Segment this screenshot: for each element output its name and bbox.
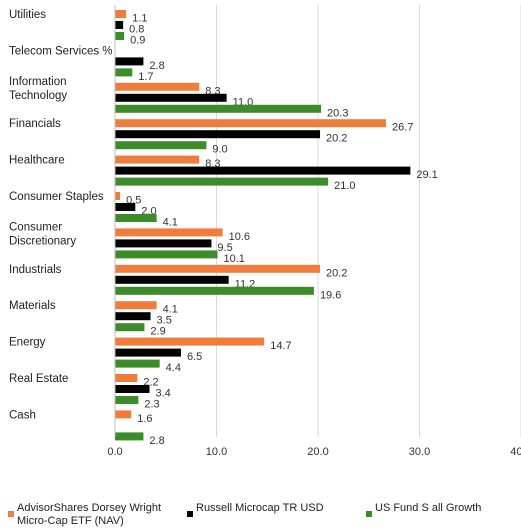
category-label: Consumer Discretionary: [9, 221, 76, 247]
data-label: 19.6: [320, 289, 341, 301]
bar: [115, 82, 200, 91]
data-label: 1.1: [132, 13, 147, 25]
x-tick-label: 20.0: [307, 446, 328, 458]
category-label: Industrials: [9, 264, 62, 276]
bar: [115, 348, 181, 357]
bar: [115, 141, 207, 150]
data-label: 3.5: [157, 315, 172, 327]
bar: [115, 323, 145, 332]
data-label: 20.3: [327, 107, 348, 119]
category-label: Energy: [9, 337, 46, 349]
category-label: Information Technology: [9, 76, 67, 102]
bar: [115, 374, 138, 382]
data-label: 4.1: [163, 304, 178, 316]
bar: [115, 228, 223, 237]
data-label: 14.7: [270, 340, 291, 352]
category-label: Telecom Services %: [9, 45, 113, 57]
legend-swatch-advisorshares: [8, 511, 14, 517]
data-label: 10.6: [229, 231, 250, 243]
bar: [115, 93, 227, 102]
legend-label: AdvisorShares Dorsey Wright Micro-Cap ET…: [17, 502, 162, 527]
data-label: 9.5: [217, 242, 232, 254]
data-label: 2.3: [144, 399, 159, 411]
legend-swatch-us-fund: [366, 511, 372, 517]
category-label: Healthcare: [9, 155, 65, 167]
data-label: 0.8: [129, 24, 144, 36]
data-label: 20.2: [326, 267, 347, 279]
bar: [115, 337, 265, 346]
bar: [115, 286, 314, 295]
bar: [115, 177, 329, 186]
bar: [115, 155, 200, 164]
data-label: 4.1: [163, 217, 178, 229]
data-label: 2.8: [149, 435, 164, 447]
data-label: 26.7: [392, 122, 413, 134]
bar: [115, 203, 136, 211]
bar: [115, 264, 321, 273]
bar: [115, 130, 321, 139]
data-label: 2.8: [149, 60, 164, 72]
bar: [115, 192, 121, 200]
legend-item-russell: Russell Microcap TR USD: [187, 502, 324, 517]
bar: [115, 57, 144, 66]
legend-swatch-russell: [187, 511, 193, 517]
bar: [115, 250, 218, 259]
legend-label: Russell Microcap TR USD: [196, 502, 324, 514]
legend-label: US Fund S all Growth: [375, 502, 482, 514]
bar: [115, 21, 124, 29]
bar: [115, 239, 212, 248]
x-tick-label: 40.0: [510, 446, 521, 458]
category-label: Consumer Staples: [9, 191, 104, 203]
data-label: 3.4: [156, 388, 171, 400]
bar: [115, 214, 157, 222]
legend-item-advisorshares: AdvisorShares Dorsey Wright Micro-Cap ET…: [8, 502, 177, 528]
category-label: Cash: [9, 409, 36, 421]
category-label: Utilities: [9, 9, 46, 21]
bar: [115, 32, 125, 40]
data-label: 1.7: [138, 71, 153, 83]
x-tick-label: 0.0: [107, 446, 122, 458]
data-label: 29.1: [416, 169, 437, 181]
bar: [115, 312, 151, 321]
data-label: 10.1: [224, 253, 245, 265]
data-label: 20.2: [326, 133, 347, 145]
bar: [115, 432, 144, 441]
data-label: 9.0: [212, 144, 227, 156]
bar: [115, 301, 157, 310]
bar: [115, 104, 322, 113]
bar: [115, 359, 160, 368]
x-tick-label: 10.0: [206, 446, 227, 458]
bar: [115, 410, 132, 419]
bar: [115, 119, 387, 128]
category-label: Materials: [9, 300, 56, 312]
category-label: Real Estate: [9, 373, 68, 385]
data-label: 2.9: [150, 326, 165, 338]
bar: [115, 385, 150, 393]
data-label: 1.6: [137, 413, 152, 425]
data-label: 6.5: [187, 351, 202, 363]
legend-item-us-fund: US Fund S all Growth: [366, 502, 482, 517]
bar: [115, 166, 411, 175]
bar: [115, 396, 139, 404]
bar: [115, 68, 133, 77]
x-tick-label: 30.0: [409, 446, 430, 458]
bar: [115, 275, 229, 284]
data-label: 21.0: [334, 180, 355, 192]
data-label: 4.4: [166, 362, 181, 374]
data-label: 0.9: [130, 35, 145, 47]
category-label: Financials: [9, 118, 61, 130]
bar: [115, 10, 127, 18]
